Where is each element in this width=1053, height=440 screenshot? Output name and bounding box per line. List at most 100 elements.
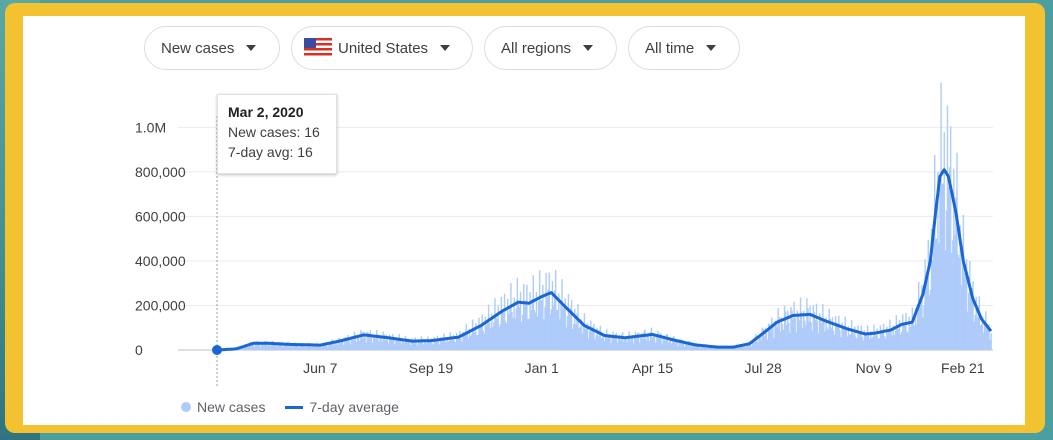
new-cases-bar	[250, 345, 252, 350]
country-dropdown[interactable]: United States	[291, 26, 473, 70]
new-cases-bar	[904, 323, 906, 350]
new-cases-bar	[372, 334, 375, 350]
new-cases-bar	[316, 343, 318, 350]
new-cases-bar	[982, 332, 985, 350]
new-cases-bar	[793, 301, 795, 350]
new-cases-bar	[661, 343, 663, 350]
new-cases-bar	[897, 329, 900, 350]
new-cases-bar	[744, 347, 746, 350]
new-cases-bar	[438, 344, 441, 350]
new-cases-bar	[538, 270, 541, 350]
new-cases-bar	[363, 331, 365, 350]
new-cases-bar	[347, 334, 349, 350]
new-cases-bar	[462, 331, 464, 350]
new-cases-bar	[330, 344, 332, 350]
new-cases-bar	[610, 343, 612, 350]
legend-average: 7-day average	[309, 399, 399, 415]
new-cases-bar	[721, 347, 723, 350]
x-tick-label: Nov 9	[856, 360, 893, 376]
new-cases-bar	[801, 328, 804, 350]
new-cases-bar	[689, 341, 691, 350]
new-cases-bar	[674, 342, 676, 350]
new-cases-bar	[761, 327, 763, 350]
new-cases-bar	[951, 252, 953, 350]
new-cases-bar	[329, 342, 331, 350]
new-cases-bar	[343, 345, 345, 350]
new-cases-bar	[891, 335, 893, 350]
new-cases-bar	[837, 327, 839, 350]
new-cases-bar	[257, 341, 260, 350]
new-cases-bar	[655, 343, 657, 350]
new-cases-bar	[652, 333, 655, 350]
cases-chart[interactable]: 0 200,000 400,000 600,000 800,000 1.0M Jun 7 Se…	[23, 16, 1025, 425]
new-cases-bar	[685, 341, 688, 350]
new-cases-bar	[938, 243, 940, 350]
new-cases-bar	[579, 326, 581, 350]
timeframe-dropdown[interactable]: All time	[628, 26, 740, 70]
region-dropdown[interactable]: All regions	[484, 26, 617, 70]
new-cases-bar	[532, 275, 535, 350]
new-cases-bar	[562, 308, 564, 350]
new-cases-bar	[420, 336, 423, 350]
new-cases-bar	[323, 345, 326, 350]
new-cases-bar	[930, 228, 933, 350]
new-cases-bar	[596, 328, 598, 350]
new-cases-bar	[738, 347, 740, 350]
new-cases-bar	[827, 329, 829, 350]
new-cases-bar	[603, 341, 606, 350]
new-cases-bar	[971, 287, 973, 350]
new-cases-bar	[675, 339, 677, 350]
new-cases-bar	[966, 311, 969, 350]
new-cases-bar	[754, 341, 756, 350]
new-cases-bar	[759, 337, 761, 350]
new-cases-bar	[862, 340, 865, 350]
new-cases-bar	[395, 337, 397, 350]
new-cases-bar	[567, 294, 570, 350]
new-cases-bar	[492, 327, 494, 350]
new-cases-bar	[258, 341, 261, 350]
new-cases-bar	[274, 343, 277, 350]
new-cases-bar	[887, 333, 889, 350]
new-cases-bar	[684, 342, 687, 350]
new-cases-bar	[925, 282, 927, 350]
new-cases-bar	[895, 315, 898, 350]
new-cases-bar	[583, 313, 586, 350]
new-cases-bar	[416, 345, 418, 350]
new-cases-bar	[452, 334, 455, 350]
new-cases-bar	[642, 339, 644, 350]
new-cases-bar	[665, 334, 668, 350]
new-cases-bar	[523, 284, 525, 350]
new-cases-bar	[378, 341, 380, 350]
new-cases-bar	[574, 308, 576, 350]
new-cases-bar	[264, 341, 266, 350]
new-cases-bar	[984, 321, 986, 350]
new-cases-bar	[422, 344, 425, 350]
new-cases-bar	[737, 346, 739, 350]
new-cases-bar	[975, 296, 977, 350]
new-cases-bar	[584, 328, 587, 350]
new-cases-bar	[792, 319, 794, 350]
new-cases-bar	[365, 342, 367, 350]
new-cases-bar	[429, 342, 431, 350]
new-cases-bar	[845, 328, 848, 350]
metric-dropdown[interactable]: New cases	[144, 26, 280, 70]
new-cases-bar	[742, 344, 744, 350]
new-cases-bar	[698, 345, 701, 350]
chevron-down-icon	[583, 45, 594, 51]
new-cases-bar	[349, 344, 351, 350]
new-cases-bar	[965, 259, 968, 350]
new-cases-bar	[446, 337, 448, 350]
new-cases-bar	[750, 346, 753, 350]
new-cases-bar	[666, 334, 669, 350]
new-cases-bar	[471, 319, 474, 350]
new-cases-bar	[511, 312, 513, 350]
new-cases-bar	[265, 340, 267, 350]
new-cases-bar	[481, 314, 483, 350]
new-cases-bar	[465, 324, 467, 350]
new-cases-bar	[957, 254, 959, 350]
new-cases-bar	[647, 334, 649, 350]
new-cases-bar	[318, 344, 321, 350]
new-cases-bar	[426, 343, 428, 350]
new-cases-bar	[774, 321, 776, 350]
new-cases-bar	[713, 346, 715, 350]
